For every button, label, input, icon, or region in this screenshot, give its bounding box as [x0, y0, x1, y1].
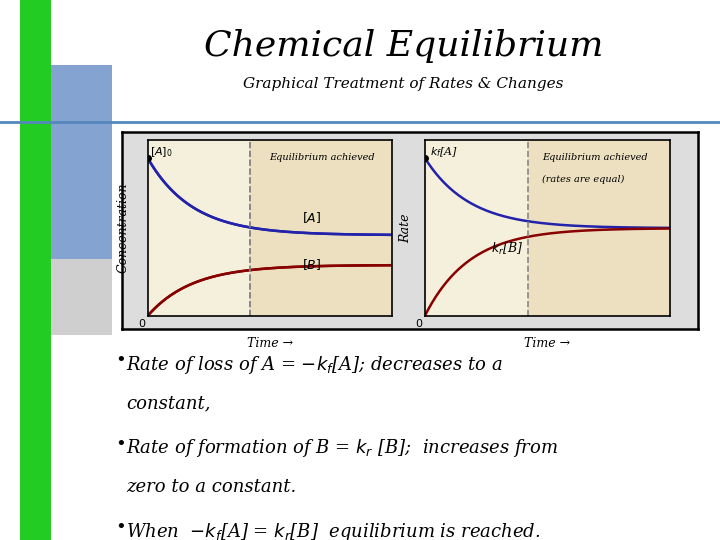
Text: Concentration: Concentration — [117, 183, 130, 273]
Text: $k_r$[B]: $k_r$[B] — [491, 241, 523, 257]
Text: •: • — [115, 435, 126, 453]
Text: Graphical Treatment of Rates & Changes: Graphical Treatment of Rates & Changes — [243, 77, 564, 91]
Text: Chemical Equilibrium: Chemical Equilibrium — [204, 29, 603, 63]
Text: $[A]_0$: $[A]_0$ — [150, 146, 173, 159]
Bar — [51, 259, 112, 335]
Text: Time →: Time → — [524, 337, 570, 350]
Text: •: • — [115, 351, 126, 369]
Bar — [251, 140, 392, 316]
Text: Rate of formation of B = $k_r$ [B];  increases from: Rate of formation of B = $k_r$ [B]; incr… — [126, 437, 558, 460]
Text: Rate: Rate — [399, 213, 412, 243]
Text: zero to a constant.: zero to a constant. — [126, 478, 296, 496]
Bar — [528, 140, 670, 316]
Text: When  $-k_f$[A] = $k_r$[B]  equilibrium is reached.: When $-k_f$[A] = $k_r$[B] equilibrium is… — [126, 521, 541, 540]
Text: constant,: constant, — [126, 394, 210, 412]
Text: Rate of loss of A = $-k_f$[A]; decreases to a: Rate of loss of A = $-k_f$[A]; decreases… — [126, 354, 503, 376]
Text: Time →: Time → — [247, 337, 293, 350]
Text: $k_f$[A]: $k_f$[A] — [430, 146, 458, 159]
Bar — [51, 65, 112, 259]
Text: (rates are equal): (rates are equal) — [542, 174, 625, 184]
Text: $[A]$: $[A]$ — [302, 210, 321, 225]
Text: •: • — [115, 518, 126, 536]
Text: 0: 0 — [138, 319, 145, 329]
Text: $[B]$: $[B]$ — [302, 258, 321, 273]
Text: 0: 0 — [415, 319, 423, 329]
Text: Equilibrium achieved: Equilibrium achieved — [542, 153, 648, 163]
Text: Equilibrium achieved: Equilibrium achieved — [269, 153, 374, 163]
Bar — [20, 0, 51, 540]
